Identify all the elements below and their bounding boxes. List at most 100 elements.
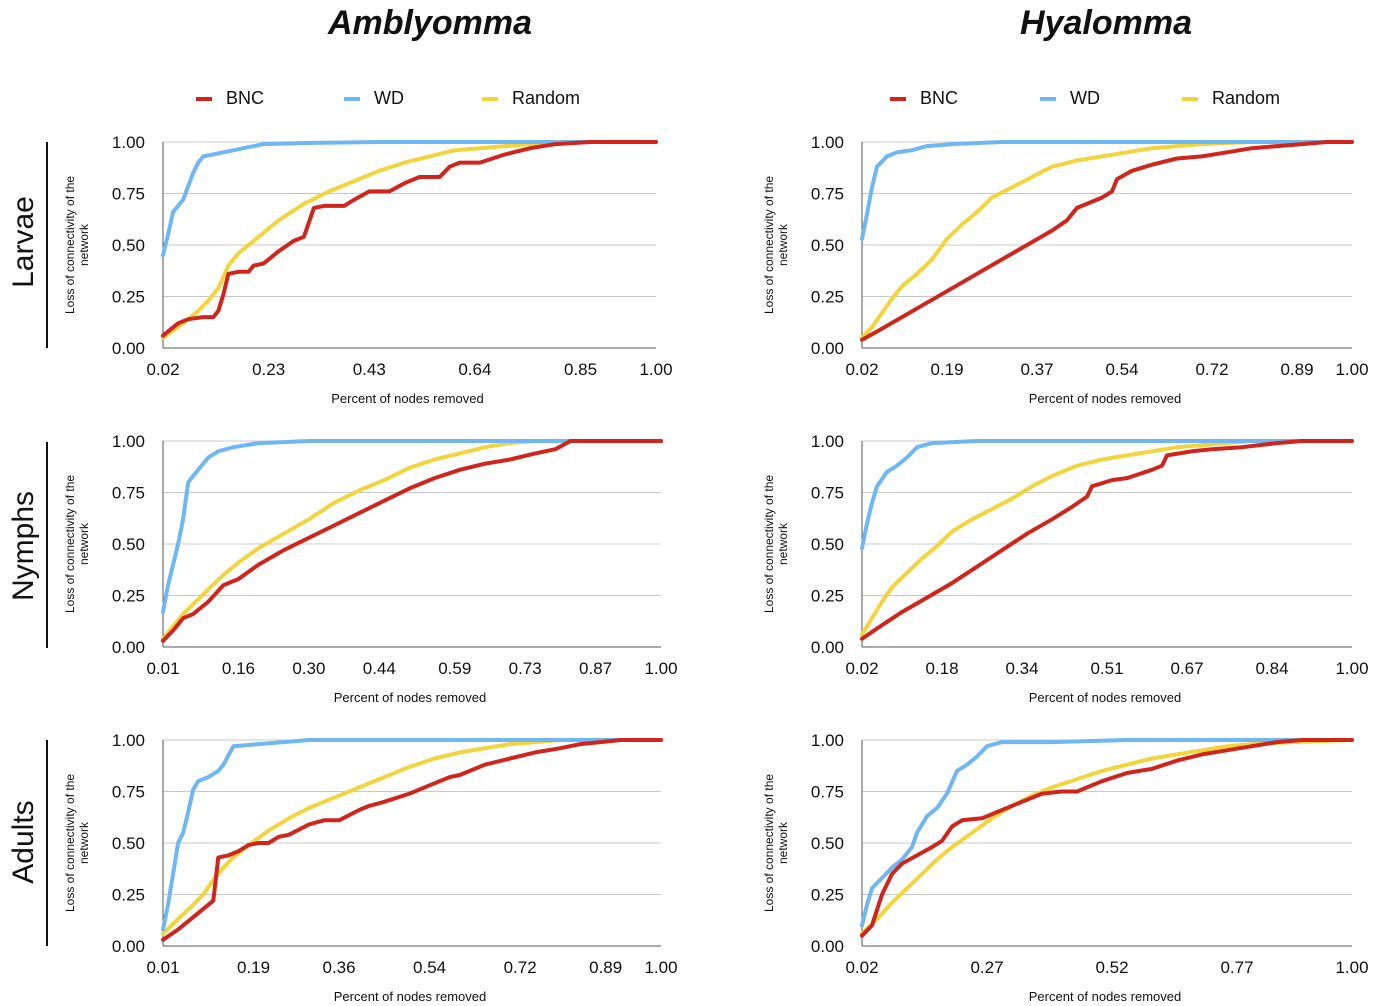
x-tick-label: 0.18 xyxy=(925,659,958,678)
x-axis-title: Percent of nodes removed xyxy=(1029,989,1181,1004)
legend-item-random: Random xyxy=(482,88,580,109)
x-tick-label: 0.16 xyxy=(222,659,255,678)
x-axis-title: Percent of nodes removed xyxy=(331,391,483,406)
y-tick-label: 1.00 xyxy=(811,133,844,152)
y-axis-title-line2: network xyxy=(776,821,790,864)
y-axis-title-line1: Loss of connectivity of the xyxy=(63,176,77,314)
x-tick-label: 0.89 xyxy=(1280,360,1313,379)
y-axis-title-line2: network xyxy=(776,522,790,565)
x-tick-label: 0.01 xyxy=(146,958,179,977)
series-line-random xyxy=(161,738,663,936)
x-tick-label: 0.44 xyxy=(363,659,396,678)
y-tick-label: 0.50 xyxy=(811,834,844,853)
x-axis-title: Percent of nodes removed xyxy=(1029,391,1181,406)
chart-hyalomma-larvae: 0.00 0.25 0.50 0.75 1.00 0.02 0.19 0.37 0.54 0.72… xyxy=(762,133,1369,406)
y-tick-label: 0.25 xyxy=(112,587,145,606)
y-tick-label: 0.00 xyxy=(811,339,844,358)
y-tick-label: 0.00 xyxy=(112,339,145,358)
series-line-random xyxy=(860,140,1354,340)
y-axis-title: Loss of connectivity of thenetwork xyxy=(63,176,91,314)
legend-item-wd: WD xyxy=(1040,88,1100,109)
y-axis-title-line2: network xyxy=(77,522,91,565)
legend-swatch-bnc xyxy=(890,96,906,101)
y-tick-label: 0.00 xyxy=(112,638,145,657)
y-tick-label: 0.75 xyxy=(811,783,844,802)
x-axis-title: Percent of nodes removed xyxy=(334,690,486,705)
x-tick-label: 0.34 xyxy=(1005,659,1038,678)
y-tick-label: 0.25 xyxy=(811,587,844,606)
x-tick-label: 0.54 xyxy=(1105,360,1138,379)
y-tick-label: 0.50 xyxy=(112,834,145,853)
row-divider-larvae xyxy=(46,142,48,348)
x-tick-label: 0.02 xyxy=(845,360,878,379)
y-tick-label: 1.00 xyxy=(811,432,844,451)
y-tick-label: 0.50 xyxy=(112,236,145,255)
y-axis-title: Loss of connectivity of thenetwork xyxy=(63,774,91,912)
chart-amblyomma-adults: 0.00 0.25 0.50 0.75 1.00 0.01 0.19 0.36 0.54 0.72… xyxy=(63,731,678,1004)
y-tick-label: 0.00 xyxy=(811,937,844,956)
x-tick-label: 0.59 xyxy=(438,659,471,678)
x-tick-label: 0.27 xyxy=(970,958,1003,977)
y-tick-label: 0.25 xyxy=(112,288,145,307)
y-tick-label: 0.50 xyxy=(112,535,145,554)
y-tick-label: 0.75 xyxy=(811,484,844,503)
legend-swatch-wd xyxy=(1040,96,1056,101)
y-axis-title-line1: Loss of connectivity of the xyxy=(762,475,776,613)
y-tick-label: 1.00 xyxy=(112,133,145,152)
row-divider-adults xyxy=(46,740,48,946)
legend-label-random: Random xyxy=(1212,88,1281,108)
legend-label-bnc: BNC xyxy=(920,88,959,108)
row-divider-nymphs xyxy=(46,442,48,648)
x-tick-label: 0.02 xyxy=(146,360,179,379)
chart-amblyomma-larvae: 0.00 0.25 0.50 0.75 1.00 0.02 0.23 0.43 0.64 0.85… xyxy=(63,133,673,406)
x-tick-label: 0.87 xyxy=(579,659,612,678)
y-axis-title: Loss of connectivity of thenetwork xyxy=(762,176,790,314)
legend-item-bnc: BNC xyxy=(890,88,958,109)
series-line-wd xyxy=(161,439,663,614)
x-tick-label: 1.00 xyxy=(639,360,672,379)
x-tick-label: 0.89 xyxy=(589,958,622,977)
x-tick-label: 0.43 xyxy=(353,360,386,379)
y-axis-title: Loss of connectivity of thenetwork xyxy=(762,774,790,912)
y-tick-label: 0.25 xyxy=(112,886,145,905)
x-tick-label: 0.37 xyxy=(1020,360,1053,379)
series-line-random xyxy=(860,738,1354,936)
legend-swatch-random xyxy=(1182,96,1198,101)
series-line-bnc xyxy=(860,439,1354,641)
y-tick-label: 0.75 xyxy=(112,484,145,503)
y-tick-label: 1.00 xyxy=(811,731,844,750)
legend-label-bnc: BNC xyxy=(226,88,265,108)
y-axis-title-line2: network xyxy=(77,821,91,864)
legend-left: BNC WD Random xyxy=(0,88,700,112)
y-axis-title-line1: Loss of connectivity of the xyxy=(63,475,77,613)
y-axis-title-line1: Loss of connectivity of the xyxy=(63,774,77,912)
legend-label-wd: WD xyxy=(374,88,404,108)
x-tick-label: 0.19 xyxy=(237,958,270,977)
series-line-random xyxy=(161,439,663,641)
x-tick-label: 0.02 xyxy=(845,659,878,678)
legend-label-wd: WD xyxy=(1070,88,1100,108)
series-line-wd xyxy=(161,140,658,258)
x-tick-label: 0.72 xyxy=(1195,360,1228,379)
x-tick-label: 0.01 xyxy=(146,659,179,678)
legend-item-random: Random xyxy=(1182,88,1280,109)
x-tick-label: 0.85 xyxy=(564,360,597,379)
y-axis-title-line1: Loss of connectivity of the xyxy=(762,774,776,912)
x-axis-title: Percent of nodes removed xyxy=(334,989,486,1004)
series-line-random xyxy=(860,439,1354,637)
y-tick-label: 0.25 xyxy=(811,288,844,307)
x-tick-label: 0.67 xyxy=(1170,659,1203,678)
x-tick-label: 1.00 xyxy=(1335,360,1368,379)
legend-swatch-bnc xyxy=(196,96,212,101)
x-tick-label: 0.02 xyxy=(845,958,878,977)
x-tick-label: 1.00 xyxy=(1335,958,1368,977)
y-tick-label: 0.50 xyxy=(811,236,844,255)
y-axis-title: Loss of connectivity of thenetwork xyxy=(762,475,790,613)
series-line-bnc xyxy=(161,140,658,338)
y-tick-label: 0.00 xyxy=(811,638,844,657)
series-line-wd xyxy=(860,140,1354,241)
legend-swatch-random xyxy=(482,96,498,101)
x-tick-label: 1.00 xyxy=(644,659,677,678)
x-tick-label: 0.23 xyxy=(252,360,285,379)
